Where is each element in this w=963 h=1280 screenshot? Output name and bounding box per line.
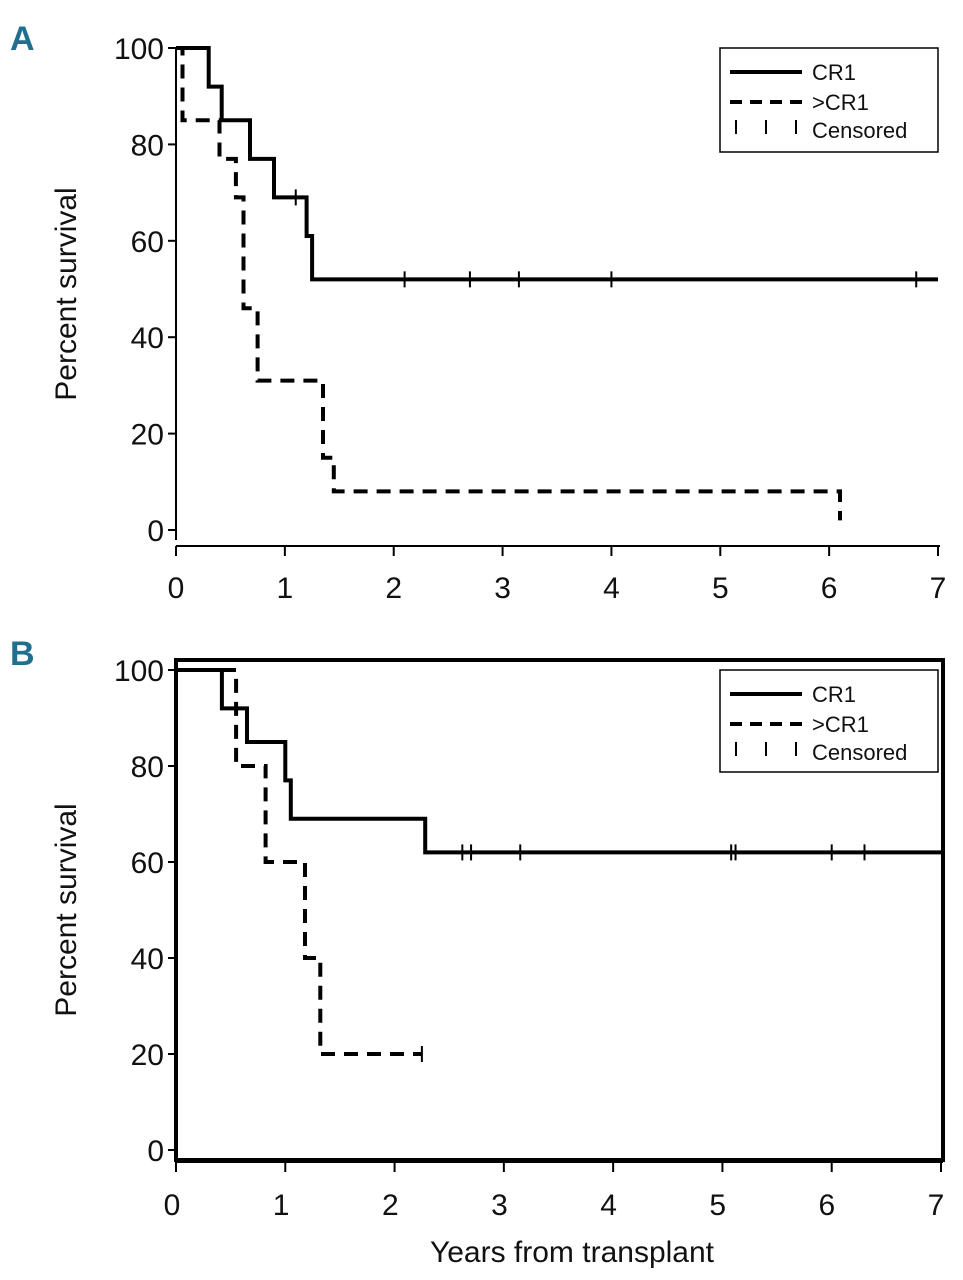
x-tick-label: 5	[709, 1189, 726, 1222]
legend-box	[719, 669, 939, 773]
legend-censored-label: Censored	[812, 118, 907, 143]
x-tick-label: 3	[491, 1189, 508, 1222]
y-tick-label: 60	[131, 847, 164, 880]
x-tick-label: 1	[277, 572, 294, 605]
y-axis-title: Percent survival	[50, 187, 83, 400]
y-tick-label: 60	[131, 226, 164, 259]
x-tick-label: 4	[603, 572, 620, 605]
y-tick-label: 80	[131, 129, 164, 162]
legend-censored-label: Censored	[812, 740, 907, 765]
y-tick-label: 20	[131, 1039, 164, 1072]
y-tick-label: 40	[131, 943, 164, 976]
x-tick-label: 5	[712, 572, 729, 605]
y-tick-label: 100	[114, 33, 164, 66]
x-tick-label: 2	[382, 1189, 399, 1222]
x-tick-label: 0	[168, 572, 185, 605]
panel-b-plot-frame	[174, 658, 945, 1162]
panel-b: B 0 20 40 60 80 100 0 1 2 3 4 5 6 7 Percent survival Ye…	[10, 635, 945, 1269]
panel-b-letter: B	[10, 635, 35, 673]
x-tick-label: 7	[928, 1189, 945, 1222]
x-tick-label: 3	[494, 572, 511, 605]
x-tick-label: 6	[819, 1189, 836, 1222]
y-tick-label: 0	[147, 1135, 164, 1168]
y-axis-title: Percent survival	[50, 803, 83, 1016]
series-gtcr1-line	[176, 46, 842, 521]
legend-gtcr1-label: >CR1	[812, 712, 869, 737]
panel-a: A 0 20 40 60 80 100 0 1 2 3 4 5 6 7 Percent survival CR…	[10, 20, 946, 605]
x-tick-label: 1	[273, 1189, 290, 1222]
y-tick-label: 20	[131, 419, 164, 452]
series-gtcr1-line	[176, 668, 422, 1056]
y-tick-label: 100	[114, 655, 164, 688]
y-tick-label: 80	[131, 751, 164, 784]
series-cr1-line	[176, 668, 941, 855]
panel-a-letter: A	[10, 20, 35, 58]
series-cr1-line	[176, 46, 938, 282]
x-axis-title: Years from transplant	[430, 1236, 715, 1269]
x-tick-label: 7	[930, 572, 947, 605]
x-tick-label: 6	[821, 572, 838, 605]
legend-cr1-label: CR1	[812, 682, 856, 707]
legend-gtcr1-label: >CR1	[812, 90, 869, 115]
y-tick-label: 0	[147, 515, 164, 548]
x-tick-label: 0	[164, 1189, 181, 1222]
legend-cr1-label: CR1	[812, 60, 856, 85]
y-tick-label: 40	[131, 322, 164, 355]
x-tick-label: 2	[385, 572, 402, 605]
x-tick-label: 4	[600, 1189, 617, 1222]
